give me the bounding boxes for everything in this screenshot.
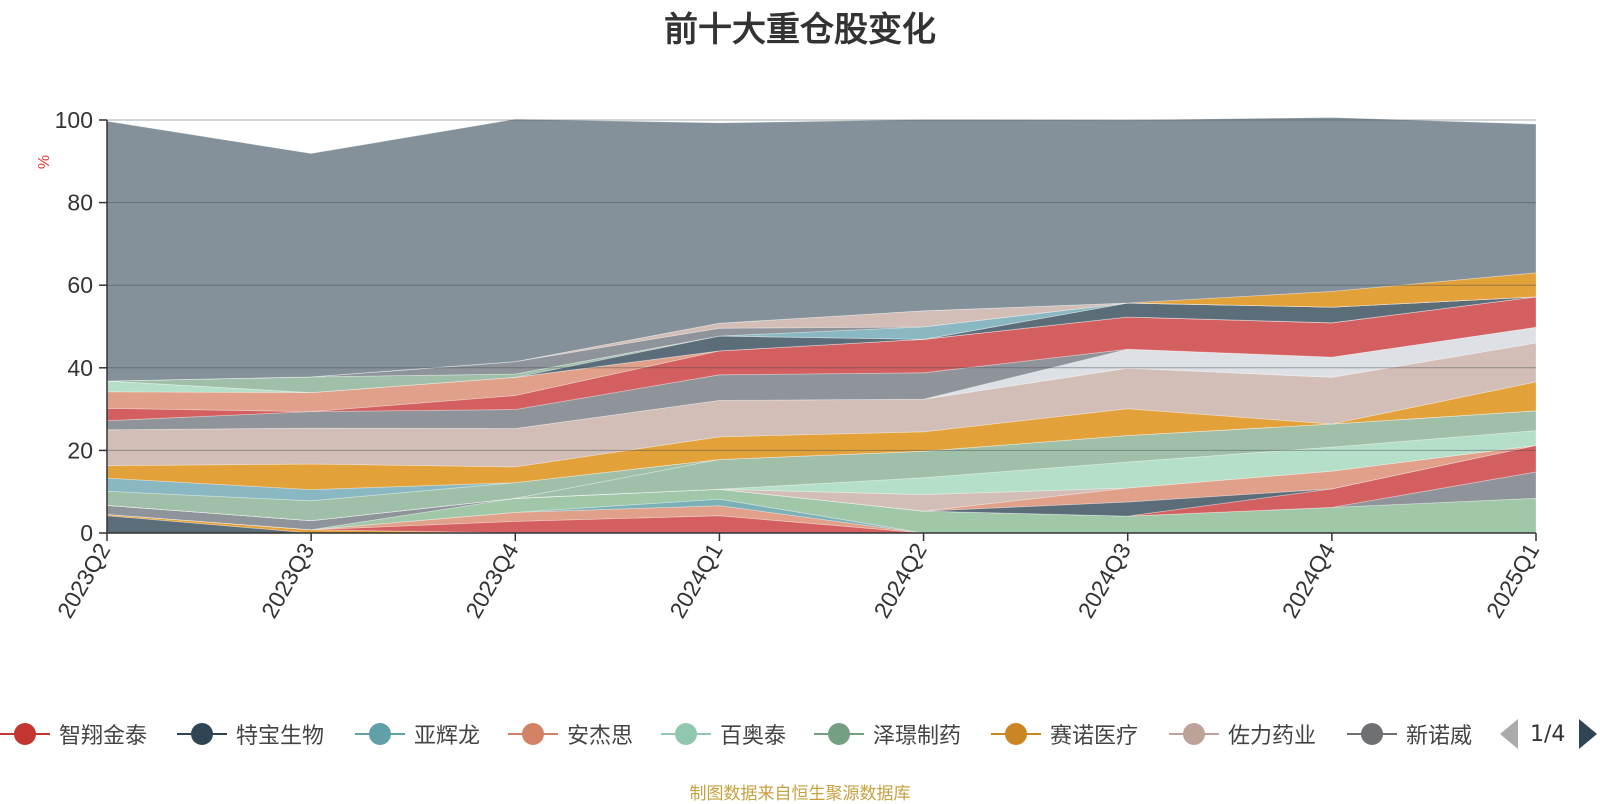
x-tick-label-2024Q2: 2024Q2 bbox=[868, 539, 931, 623]
y-axis-unit-label: % bbox=[36, 155, 53, 169]
x-tick-label-2024Q4: 2024Q4 bbox=[1277, 538, 1341, 622]
legend-label: 佐力药业 bbox=[1228, 724, 1317, 749]
legend-marker-icon bbox=[508, 721, 558, 747]
area-series-29 bbox=[106, 117, 1537, 382]
legend-label: 泽璟制药 bbox=[873, 724, 962, 749]
grid-lines bbox=[107, 119, 1536, 451]
area-series-18 bbox=[106, 326, 1537, 431]
x-tick-label-2023Q4: 2023Q4 bbox=[460, 538, 524, 622]
legend-item-3[interactable]: 亚辉龙 bbox=[355, 714, 480, 754]
legend-label: 安杰思 bbox=[567, 724, 634, 749]
legend-marker-icon bbox=[1169, 721, 1219, 747]
chart-title: 前十大重仓股变化 bbox=[664, 10, 936, 50]
area-series-16 bbox=[106, 381, 1537, 491]
x-tick-label-2023Q3: 2023Q3 bbox=[256, 539, 319, 623]
legend-marker-icon bbox=[1347, 721, 1397, 747]
x-tick-label-2025Q1: 2025Q1 bbox=[1481, 539, 1544, 623]
legend-item-7[interactable]: 赛诺医疗 bbox=[991, 714, 1138, 754]
y-tick-label-100: 100 bbox=[55, 107, 93, 133]
legend-marker-icon bbox=[991, 721, 1041, 747]
legend-marker-icon bbox=[814, 721, 864, 747]
legend-item-2[interactable]: 特宝生物 bbox=[177, 714, 324, 754]
legend-item-1[interactable]: 智翔金泰 bbox=[0, 714, 147, 754]
legend-item-4[interactable]: 安杰思 bbox=[508, 714, 633, 754]
legend-item-8[interactable]: 佐力药业 bbox=[1169, 714, 1316, 754]
legend-next-page-icon[interactable] bbox=[1579, 719, 1598, 749]
legend-label: 特宝生物 bbox=[236, 724, 325, 749]
legend-item-5[interactable]: 百奥泰 bbox=[661, 714, 786, 754]
y-tick-label-60: 60 bbox=[67, 272, 93, 298]
legend: 智翔金泰 特宝生物 亚辉龙 安杰思 百奥泰 泽璟制药 赛诺医疗 佐力药业 新诺威 bbox=[0, 714, 1600, 754]
y-tick-label-40: 40 bbox=[67, 355, 93, 381]
legend-label: 亚辉龙 bbox=[414, 724, 481, 749]
legend-label: 赛诺医疗 bbox=[1050, 724, 1139, 749]
area-layers bbox=[106, 117, 1537, 534]
x-tick-label-2024Q3: 2024Q3 bbox=[1073, 539, 1136, 623]
source-note: 制图数据来自恒生聚源数据库 bbox=[689, 784, 911, 804]
legend-page-indicator: 1/4 bbox=[1530, 721, 1566, 747]
y-tick-label-80: 80 bbox=[67, 190, 93, 216]
legend-marker-icon bbox=[177, 721, 227, 747]
y-tick-label-0: 0 bbox=[80, 520, 93, 546]
legend-marker-icon bbox=[0, 721, 50, 747]
legend-label: 智翔金泰 bbox=[59, 724, 148, 749]
legend-pager: 1/4 bbox=[1500, 716, 1598, 752]
legend-marker-icon bbox=[355, 721, 405, 747]
legend-item-9[interactable]: 新诺威 bbox=[1347, 714, 1472, 754]
legend-marker-icon bbox=[661, 721, 711, 747]
x-tick-label-2024Q1: 2024Q1 bbox=[664, 539, 727, 623]
legend-label: 百奥泰 bbox=[720, 724, 787, 749]
legend-item-6[interactable]: 泽璟制药 bbox=[814, 714, 961, 754]
y-tick-label-20: 20 bbox=[67, 437, 93, 463]
legend-prev-page-icon[interactable] bbox=[1500, 719, 1518, 749]
x-tick-label-2023Q2: 2023Q2 bbox=[52, 539, 115, 623]
legend-label: 新诺威 bbox=[1406, 724, 1473, 749]
